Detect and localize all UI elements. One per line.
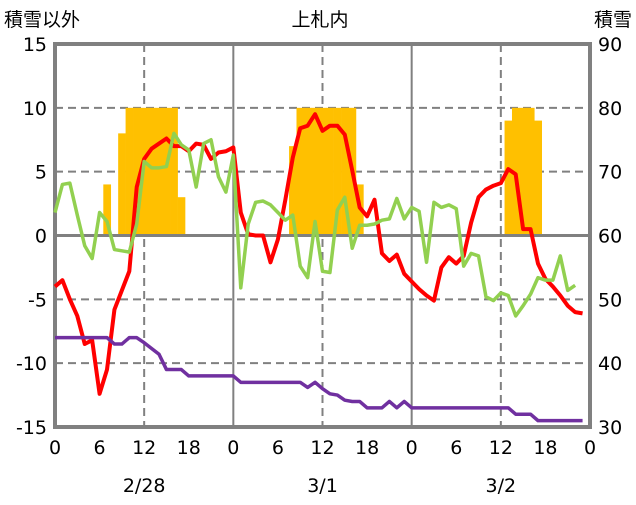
bar — [170, 107, 178, 236]
series-purple — [55, 335, 583, 423]
bar — [133, 107, 141, 236]
x-tick-label: 0 — [584, 437, 596, 459]
left-axis-title: 積雪以外 — [4, 9, 80, 31]
y-right-tick-label: 60 — [598, 226, 622, 248]
x-tick-label: 6 — [94, 437, 106, 459]
date-label: 3/1 — [307, 475, 338, 497]
plot-frame — [53, 42, 592, 429]
x-tick-label: 6 — [272, 437, 284, 459]
x-tick-label: 0 — [406, 437, 418, 459]
right-axis-title: 積雪 — [594, 9, 632, 31]
x-tick-label: 12 — [310, 437, 334, 459]
y-left-tick-label: 10 — [23, 98, 47, 120]
x-tick-label: 18 — [533, 437, 557, 459]
x-tick-label: 18 — [177, 437, 201, 459]
date-label: 2/28 — [123, 475, 166, 497]
bar — [333, 107, 342, 236]
series-green — [53, 131, 577, 318]
y-right-tick-label: 50 — [598, 289, 622, 311]
bar — [511, 107, 520, 236]
bar — [504, 120, 513, 236]
bar — [103, 184, 112, 236]
bar — [162, 107, 171, 236]
bar — [341, 107, 349, 236]
x-tick-label: 0 — [49, 437, 61, 459]
bar — [296, 107, 305, 236]
date-label: 3/2 — [486, 475, 517, 497]
y-left-tick-label: -5 — [28, 289, 47, 311]
y-left-tick-label: 5 — [35, 162, 47, 184]
x-tick-label: 18 — [355, 437, 379, 459]
x-tick-label: 12 — [132, 437, 156, 459]
x-tick-label: 6 — [450, 437, 462, 459]
chart-title: 上札内 — [291, 9, 348, 31]
y-left-tick-label: 0 — [35, 226, 47, 248]
bar — [311, 107, 320, 236]
y-right-tick-label: 40 — [598, 353, 622, 375]
bar — [177, 197, 186, 236]
y-right-tick-label: 90 — [598, 34, 622, 56]
y-left-tick-label: -10 — [16, 353, 47, 375]
bar — [303, 107, 312, 236]
bar — [155, 107, 164, 236]
y-left-tick-label: -15 — [16, 417, 47, 439]
x-tick-label: 12 — [489, 437, 513, 459]
bar — [147, 107, 156, 236]
bar — [118, 133, 126, 236]
bar — [534, 120, 543, 236]
bar — [318, 107, 327, 236]
x-tick-label: 0 — [227, 437, 239, 459]
y-right-tick-label: 30 — [598, 417, 622, 439]
y-left-tick-label: 15 — [23, 34, 47, 56]
y-right-tick-label: 70 — [598, 162, 622, 184]
bar — [519, 107, 528, 236]
bar — [526, 107, 535, 236]
y-right-tick-label: 80 — [598, 98, 622, 120]
bar — [125, 107, 134, 236]
bar — [289, 146, 297, 236]
bar — [326, 107, 334, 236]
